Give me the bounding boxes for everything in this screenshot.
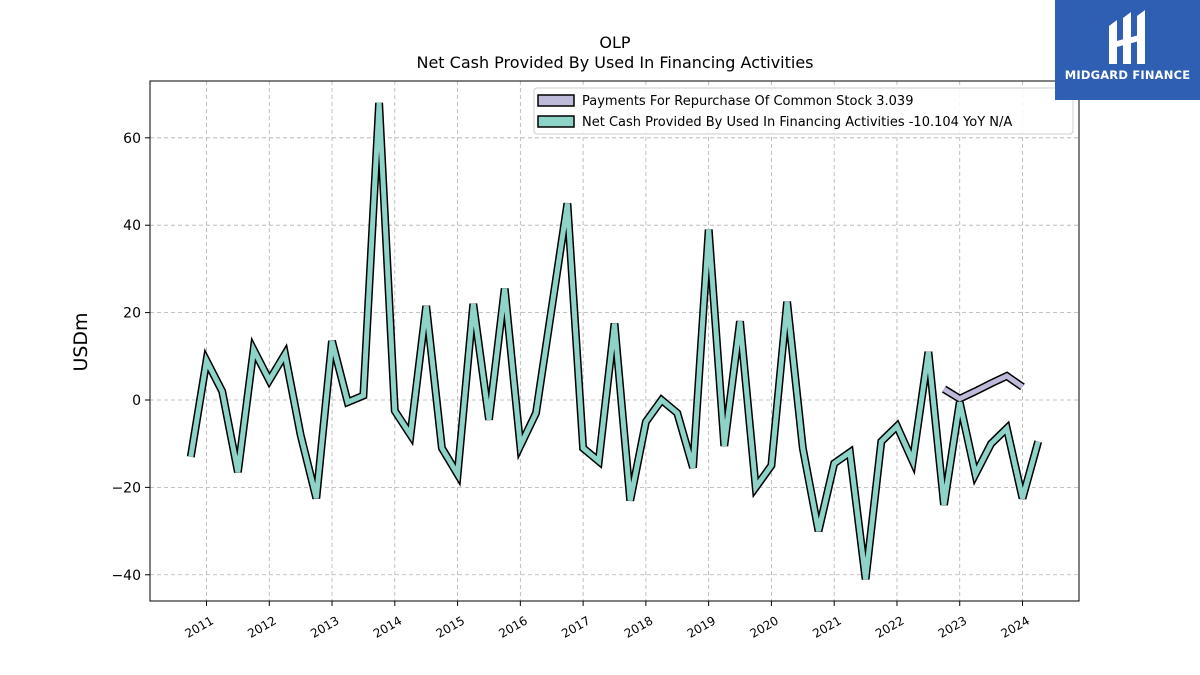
x-axis: 2011 2012 2013 2014 2015 2016 2017 2018 2019 2020… [183,601,1032,641]
legend-swatch-repurchase [537,94,575,107]
legend-frame [533,87,1074,135]
y-tick-label: 0 [132,393,141,409]
y-tick-label: 40 [123,218,141,234]
x-tick-label: 2016 [496,613,529,640]
x-tick-label: 2012 [245,613,278,640]
grid [150,81,1079,601]
brand-logo: MIDGARD FINANCE [1055,0,1200,100]
x-tick-label: 2021 [810,613,843,640]
y-axis-label: USDm [70,312,92,371]
chart-subtitle: Net Cash Provided By Used In Financing A… [416,53,813,72]
y-tick-label: 60 [123,131,141,147]
legend-label-repurchase: Payments For Repurchase Of Common Stock … [582,94,913,109]
axes-frame [149,80,1080,602]
series-line [188,102,1041,580]
x-tick-label: 2022 [873,613,906,640]
x-tick-label: 2017 [559,613,592,640]
series-layer [186,102,1043,580]
y-axis: −40 −20 0 20 40 60 [111,131,150,584]
x-tick-label: 2024 [999,613,1032,640]
midgard-logo-icon [1109,10,1145,64]
x-tick-label: 2019 [685,613,718,640]
x-tick-label: 2013 [308,613,341,640]
x-tick-label: 2015 [434,613,467,640]
y-tick-label: −20 [111,480,141,496]
x-tick-label: 2014 [371,613,404,640]
chart-title: OLP [599,33,631,52]
y-tick-label: 20 [123,306,141,322]
x-tick-label: 2023 [936,613,969,640]
legend-label-financing: Net Cash Provided By Used In Financing A… [582,115,1012,130]
x-tick-label: 2011 [183,613,216,640]
y-tick-label: −40 [111,568,141,584]
x-tick-label: 2020 [747,613,780,640]
legend: Payments For Repurchase Of Common Stock … [533,87,1074,135]
series-line [942,373,1024,402]
legend-swatch-financing [537,115,575,128]
x-tick-label: 2018 [622,613,655,640]
logo-text: MIDGARD FINANCE [1064,68,1191,82]
